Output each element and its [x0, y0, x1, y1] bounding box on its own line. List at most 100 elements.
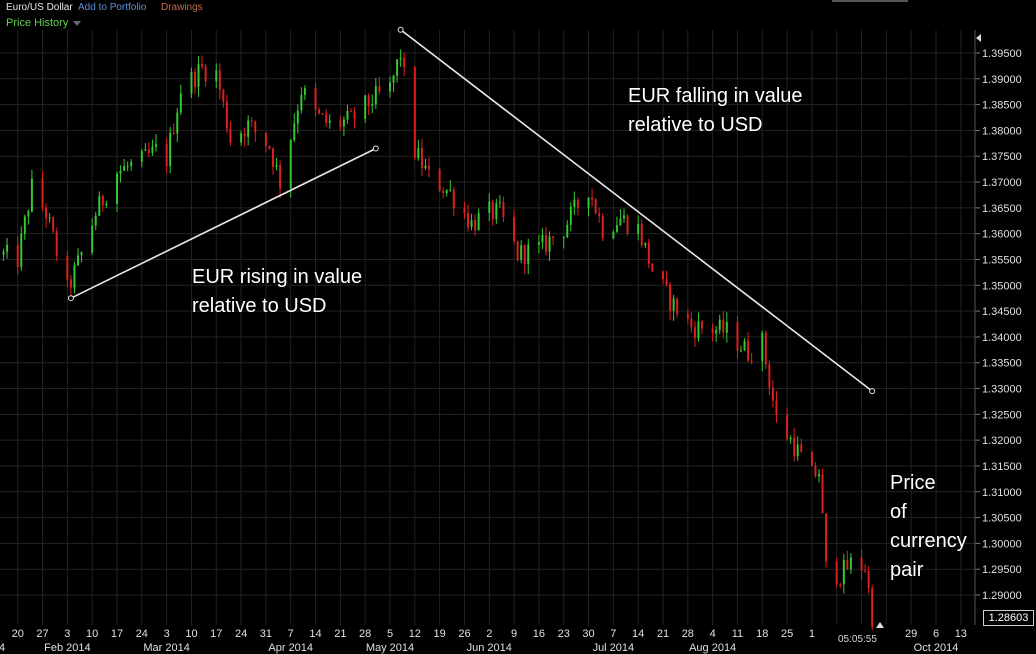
- x-tick-label: 7: [288, 628, 294, 640]
- candle-body: [55, 231, 58, 256]
- candle-body: [240, 133, 243, 143]
- x-tick-label: 27: [36, 628, 48, 640]
- candle-body: [488, 201, 491, 213]
- x-month-label: Apr 2014: [268, 642, 313, 654]
- candle-body: [325, 113, 328, 123]
- last-price-label: 1.28603: [983, 610, 1034, 626]
- candle-body: [48, 217, 51, 219]
- x-tick-label: 11: [732, 628, 743, 640]
- y-tick-label: 1.29500: [982, 564, 1022, 576]
- candle-body: [598, 213, 601, 217]
- candle-body: [94, 215, 97, 226]
- candle-body: [747, 341, 750, 361]
- candle-body: [470, 220, 473, 228]
- annotation-line: EUR falling in value: [628, 85, 803, 107]
- candle-body: [452, 189, 455, 209]
- candle-body: [676, 298, 679, 315]
- y-tick-label: 1.33000: [982, 384, 1022, 396]
- candle-body: [438, 169, 441, 192]
- candle-body: [690, 318, 693, 328]
- candle-body: [474, 220, 477, 231]
- candle-body: [190, 71, 193, 94]
- candle-body: [715, 330, 718, 334]
- candle-body: [647, 242, 650, 264]
- candle-body: [644, 242, 647, 246]
- candle-body: [91, 225, 94, 253]
- x-tick-label: 12: [409, 628, 421, 640]
- candle-body: [41, 178, 44, 208]
- x-month-label: Jun 2014: [467, 642, 512, 654]
- drawings-link[interactable]: Drawings: [161, 2, 203, 13]
- candle-body: [130, 162, 133, 167]
- x-tick-label: 3: [64, 628, 70, 640]
- top-tab-indicator: [832, 0, 908, 2]
- x-tick-label: 3: [164, 628, 170, 640]
- candle-body: [697, 321, 700, 338]
- candle-body: [743, 341, 746, 351]
- x-tick-label: 23: [558, 628, 570, 640]
- candles: [2, 49, 874, 630]
- candle-body: [477, 212, 480, 231]
- y-tick-label: 1.34000: [982, 332, 1022, 344]
- x-tick-label: 6: [933, 628, 939, 640]
- add-to-portfolio-link[interactable]: Add to Portfolio: [78, 2, 147, 13]
- x-tick-label: 30: [582, 628, 594, 640]
- candle-body: [842, 559, 845, 585]
- candle-body: [314, 88, 317, 110]
- candle-body: [711, 328, 714, 334]
- candle-body: [701, 321, 703, 329]
- candle-body: [619, 218, 622, 226]
- candle-body: [761, 332, 764, 362]
- x-month-label: Aug 2014: [689, 642, 736, 654]
- candle-body: [176, 112, 179, 134]
- candle-body: [523, 245, 526, 265]
- y-tick-label: 1.29000: [982, 590, 1022, 602]
- x-tick-label: 2: [486, 628, 492, 640]
- trendline: [400, 29, 873, 392]
- candle-body: [229, 128, 232, 143]
- candle-body: [98, 195, 101, 216]
- candle-body: [651, 263, 654, 272]
- candle-body: [637, 223, 640, 234]
- candle-body: [279, 165, 282, 189]
- x-tick-label: 17: [210, 628, 222, 640]
- candle-body: [45, 207, 48, 219]
- candle-body: [105, 203, 108, 206]
- price-history-dropdown[interactable]: Price History: [6, 17, 82, 29]
- candle-body: [140, 150, 143, 163]
- candle-body: [693, 327, 696, 338]
- candle-body: [201, 64, 204, 67]
- candle-body: [615, 225, 618, 232]
- candle-body: [6, 244, 9, 252]
- candle-body: [740, 350, 742, 352]
- candle-body: [23, 216, 26, 234]
- x-month-label: Oct 2014: [914, 642, 959, 654]
- candle-body: [247, 120, 250, 137]
- candle-body: [264, 132, 267, 147]
- x-month-label: Feb 2014: [44, 642, 90, 654]
- candle-body: [289, 139, 292, 189]
- last-price-marker-icon: [876, 622, 884, 628]
- x-tick-label: 25: [781, 628, 793, 640]
- candle-body: [601, 216, 604, 239]
- candle-body: [165, 144, 168, 167]
- x-tick-label: 19: [434, 628, 446, 640]
- x-month-label: Jul 2014: [593, 642, 635, 654]
- candle-body: [750, 360, 753, 362]
- candle-body: [20, 233, 23, 268]
- candle-body: [576, 199, 579, 208]
- candle-body: [77, 255, 79, 265]
- candle-body: [328, 120, 331, 123]
- candle-body: [126, 166, 129, 168]
- x-tick-label: 16: [533, 628, 545, 640]
- trendlines[interactable]: [67, 26, 876, 395]
- candle-body: [800, 444, 803, 453]
- x-axis: 20 27 3 10 17 24 3 10 17 24 31 7 14 21 28 5 12 19 26 2 9 16 23…: [0, 622, 967, 654]
- candle-body: [495, 203, 498, 220]
- trendline-handle: [869, 388, 876, 395]
- candle-body: [669, 284, 672, 311]
- x-tick-label: 26: [458, 628, 470, 640]
- candle-body: [463, 208, 466, 214]
- chart-grid: [0, 30, 975, 625]
